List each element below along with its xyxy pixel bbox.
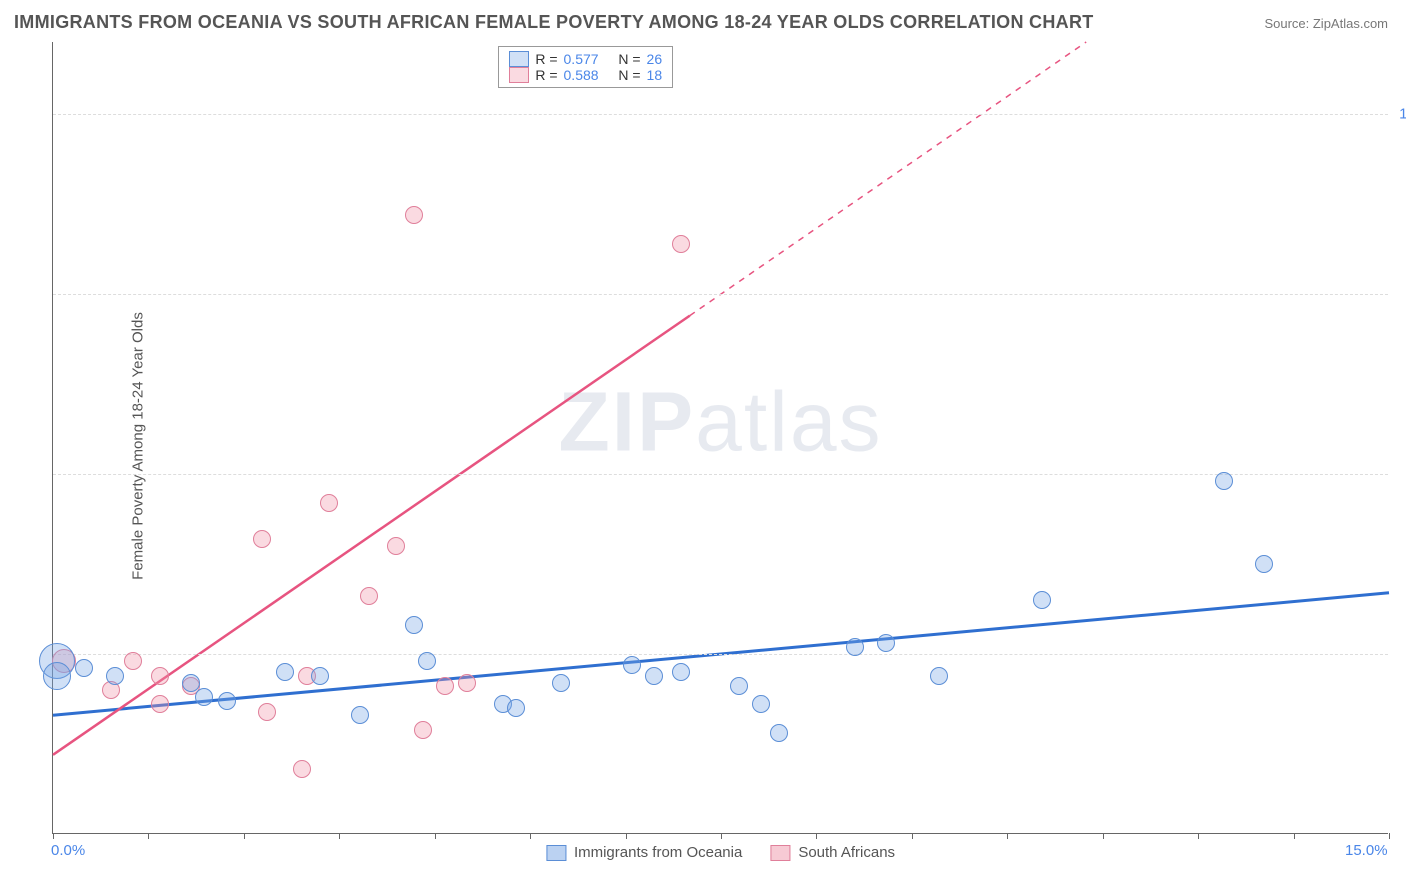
y-tick-label: 100.0% (1394, 106, 1406, 123)
data-point (43, 662, 71, 690)
legend-stats: R = 0.577 N = 26R = 0.588 N = 18 (498, 46, 673, 88)
trend-lines (53, 42, 1388, 833)
x-tick (1007, 833, 1008, 839)
data-point (846, 638, 864, 656)
legend-stat-row: R = 0.577 N = 26 (509, 51, 662, 67)
legend-label: Immigrants from Oceania (574, 844, 742, 861)
plot-area: ZIPatlas R = 0.577 N = 26R = 0.588 N = 1… (52, 42, 1388, 834)
x-tick (53, 833, 54, 839)
legend-item-south-africans: South Africans (770, 844, 895, 861)
data-point (752, 695, 770, 713)
x-tick (626, 833, 627, 839)
data-point (770, 724, 788, 742)
x-tick (1103, 833, 1104, 839)
legend-bottom: Immigrants from Oceania South Africans (546, 844, 895, 861)
legend-label: South Africans (798, 844, 895, 861)
x-tick (148, 833, 149, 839)
x-tick-label: 15.0% (1345, 842, 1388, 859)
data-point (436, 677, 454, 695)
data-point (106, 667, 124, 685)
legend-item-oceania: Immigrants from Oceania (546, 844, 742, 861)
data-point (218, 692, 236, 710)
data-point (730, 677, 748, 695)
data-point (276, 663, 294, 681)
data-point (320, 494, 338, 512)
data-point (645, 667, 663, 685)
y-tick-label: 75.0% (1394, 286, 1406, 303)
x-tick (530, 833, 531, 839)
chart-container: IMMIGRANTS FROM OCEANIA VS SOUTH AFRICAN… (0, 0, 1406, 892)
x-tick (339, 833, 340, 839)
x-tick (816, 833, 817, 839)
data-point (253, 530, 271, 548)
data-point (75, 659, 93, 677)
gridline (53, 114, 1388, 115)
data-point (151, 695, 169, 713)
data-point (405, 206, 423, 224)
data-point (387, 537, 405, 555)
data-point (930, 667, 948, 685)
data-point (623, 656, 641, 674)
data-point (360, 587, 378, 605)
legend-stat-row: R = 0.588 N = 18 (509, 67, 662, 83)
source-label: Source: ZipAtlas.com (1264, 16, 1388, 31)
data-point (418, 652, 436, 670)
swatch-oceania (546, 845, 566, 861)
x-tick (912, 833, 913, 839)
data-point (414, 721, 432, 739)
data-point (877, 634, 895, 652)
data-point (1255, 555, 1273, 573)
data-point (124, 652, 142, 670)
data-point (1033, 591, 1051, 609)
data-point (507, 699, 525, 717)
swatch-south-africans (770, 845, 790, 861)
y-tick-label: 25.0% (1394, 646, 1406, 663)
data-point (405, 616, 423, 634)
x-tick (1389, 833, 1390, 839)
data-point (458, 674, 476, 692)
x-tick (1294, 833, 1295, 839)
x-tick-label: 0.0% (51, 842, 85, 859)
x-tick (1198, 833, 1199, 839)
data-point (258, 703, 276, 721)
gridline (53, 294, 1388, 295)
data-point (672, 235, 690, 253)
x-tick (244, 833, 245, 839)
data-point (293, 760, 311, 778)
data-point (151, 667, 169, 685)
data-point (311, 667, 329, 685)
x-tick (721, 833, 722, 839)
data-point (672, 663, 690, 681)
data-point (552, 674, 570, 692)
data-point (351, 706, 369, 724)
data-point (182, 674, 200, 692)
gridline (53, 654, 1388, 655)
data-point (1215, 472, 1233, 490)
chart-title: IMMIGRANTS FROM OCEANIA VS SOUTH AFRICAN… (14, 12, 1094, 33)
gridline (53, 474, 1388, 475)
data-point (195, 688, 213, 706)
x-tick (435, 833, 436, 839)
watermark: ZIPatlas (558, 373, 882, 470)
y-tick-label: 50.0% (1394, 466, 1406, 483)
